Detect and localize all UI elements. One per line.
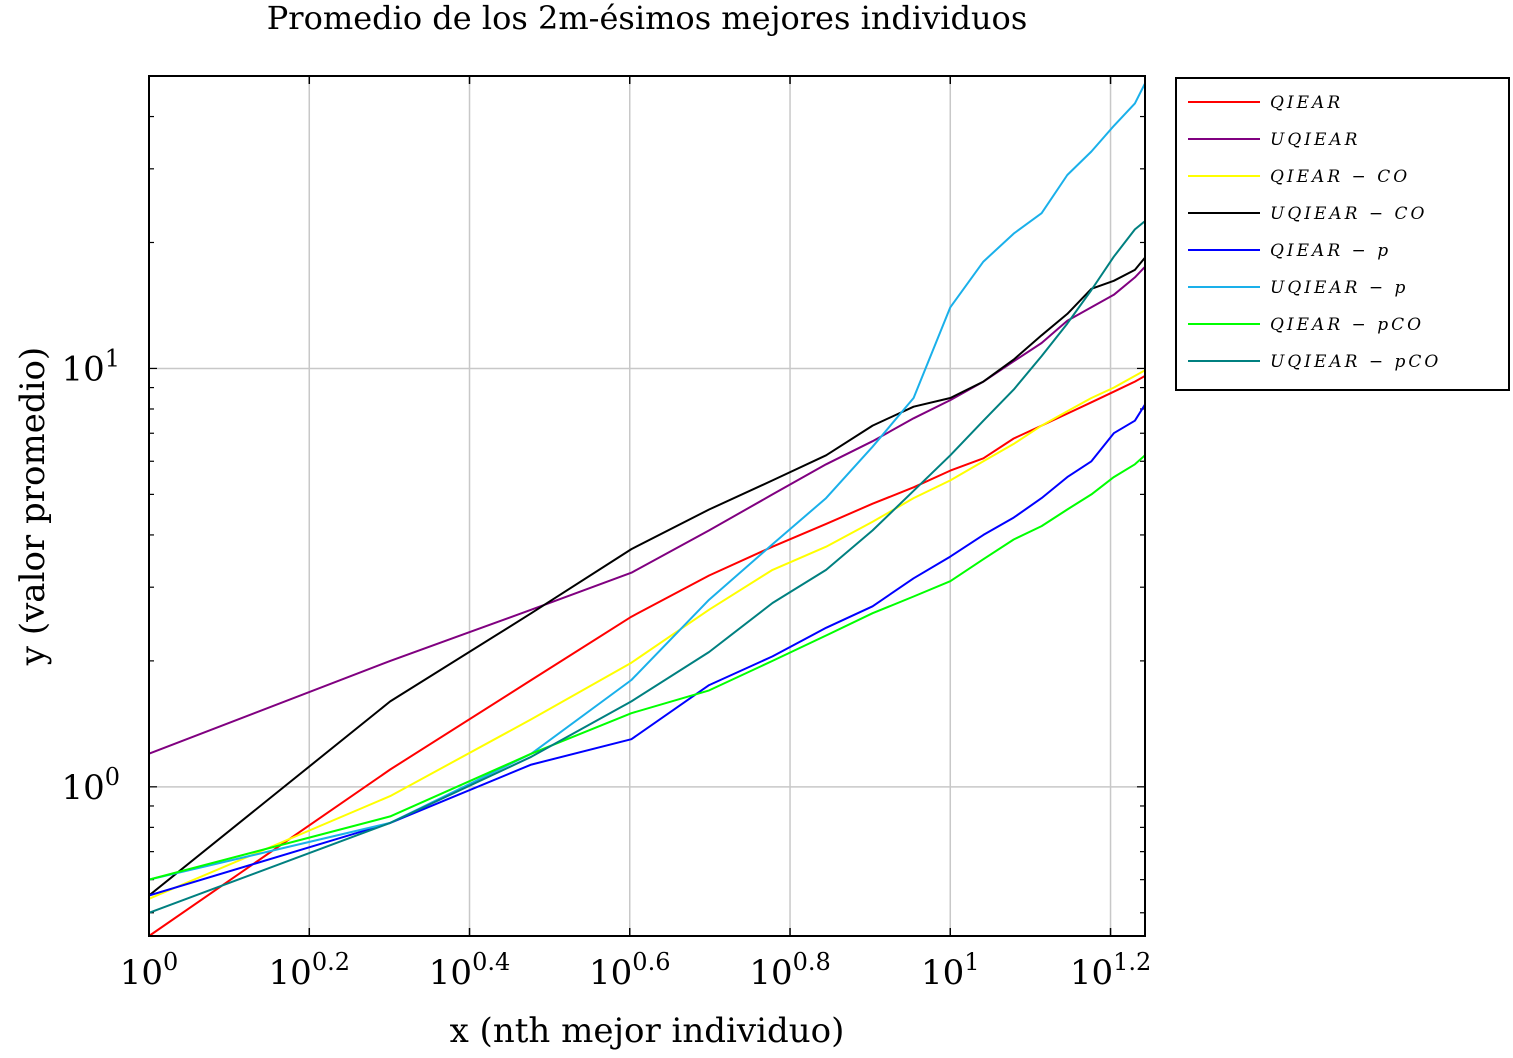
series-line-3 — [148, 256, 1146, 897]
legend-label: QIEAR − pCO — [1270, 315, 1424, 335]
series-line-0 — [148, 375, 1146, 937]
y-tick-label: 101 — [61, 344, 120, 389]
x-axis-label: x (nth mejor individuo) — [450, 1011, 845, 1051]
y-axis-label: y (valor promedio) — [13, 347, 53, 666]
legend: QIEAR UQIEAR QIEAR − CO UQIEAR − CO QIEAR − … — [1175, 77, 1510, 391]
plot-frame — [148, 75, 1146, 937]
series-line-1 — [148, 266, 1146, 755]
legend-label: UQIEAR − p — [1270, 278, 1408, 298]
legend-label: UQIEAR − pCO — [1270, 352, 1441, 372]
series-line-7 — [148, 220, 1146, 914]
x-tick-label: 100.2 — [269, 948, 350, 993]
series-line-6 — [148, 454, 1146, 881]
chart-title: Promedio de los 2m-ésimos mejores indivi… — [267, 0, 1027, 37]
legend-label: QIEAR − CO — [1270, 167, 1410, 187]
grid — [148, 76, 1145, 936]
x-tick-label: 100.6 — [589, 948, 670, 993]
y-tick-label: 100 — [61, 763, 120, 808]
legend-label: QIEAR — [1270, 93, 1343, 113]
x-tick-label: 101 — [921, 948, 980, 993]
legend-label: QIEAR − p — [1270, 241, 1391, 261]
x-tick-labels: 100 100.2 100.4 100.6 100.8 101 101.2 — [120, 948, 1152, 993]
legend-box — [1175, 77, 1510, 391]
x-tick-label: 100.4 — [429, 948, 510, 993]
y-tick-labels: 100 101 — [61, 344, 120, 807]
legend-label: UQIEAR — [1270, 130, 1360, 150]
series-line-4 — [148, 403, 1146, 897]
series-line-5 — [148, 82, 1146, 881]
series-line-2 — [148, 369, 1146, 900]
x-tick-label: 100 — [120, 948, 179, 993]
x-tick-label: 100.8 — [749, 948, 830, 993]
series-lines — [148, 82, 1146, 937]
minor-ticks — [148, 75, 1145, 936]
x-tick-label: 101.2 — [1070, 948, 1151, 993]
legend-label: UQIEAR − CO — [1270, 204, 1427, 224]
